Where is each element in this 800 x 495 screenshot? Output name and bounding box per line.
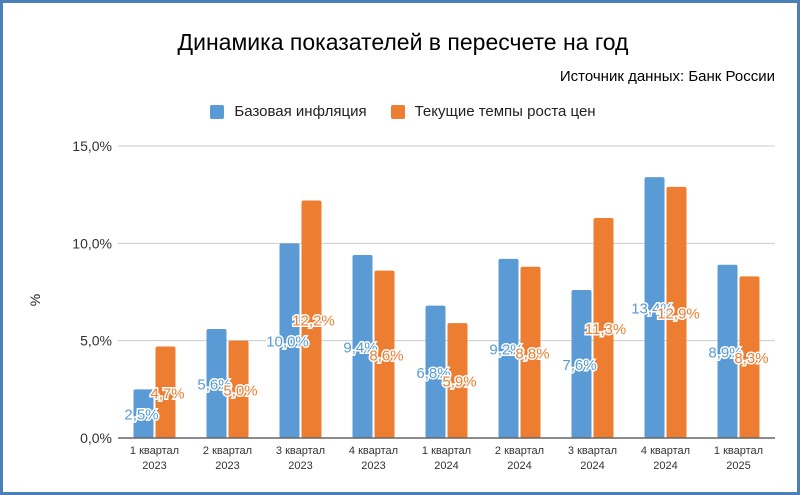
- x-tick-label: 2023: [288, 460, 312, 472]
- bar: [739, 276, 760, 438]
- data-label: 7,6%: [562, 357, 596, 374]
- data-label: 8,3%: [734, 350, 768, 367]
- data-label: 13,4%: [631, 301, 674, 318]
- y-tick-label: 0,0%: [80, 430, 112, 446]
- data-label: 9,2%: [489, 341, 523, 358]
- data-label: 12,9%: [657, 305, 700, 322]
- bar: [133, 389, 154, 438]
- bar: [352, 255, 373, 438]
- legend-swatch-0: [210, 104, 225, 119]
- bar: [571, 290, 592, 438]
- legend-item-1[interactable]: Текущие темпы роста цен: [390, 103, 596, 120]
- data-label: 8,6%: [369, 347, 403, 364]
- x-tick-label: 3 квартал: [568, 445, 617, 457]
- bar: [666, 186, 687, 438]
- bar: [155, 346, 176, 438]
- data-label: 4,7%: [150, 385, 184, 402]
- data-label: 8,8%: [515, 345, 549, 362]
- y-tick-label: 15,0%: [72, 138, 112, 154]
- bar: [279, 243, 300, 438]
- bar: [301, 200, 322, 438]
- x-tick-label: 2025: [726, 460, 750, 472]
- x-tick-label: 3 квартал: [276, 445, 325, 457]
- x-tick-label: 2024: [434, 460, 458, 472]
- legend-item-0[interactable]: Базовая инфляция: [210, 103, 367, 120]
- x-tick-label: 4 квартал: [349, 445, 398, 457]
- bar: [228, 340, 249, 438]
- data-label: 5,6%: [197, 376, 231, 393]
- bar: [593, 218, 614, 438]
- legend-swatch-1: [390, 104, 405, 119]
- y-tick-label: 5,0%: [80, 333, 112, 349]
- bar: [425, 305, 446, 438]
- x-tick-label: 2024: [507, 460, 531, 472]
- x-tick-label: 2 квартал: [203, 445, 252, 457]
- x-tick-label: 2023: [215, 460, 239, 472]
- x-tick-label: 2023: [142, 460, 166, 472]
- x-tick-label: 2023: [361, 460, 385, 472]
- data-label: 8,9%: [708, 344, 742, 361]
- legend-label-1: Текущие темпы роста цен: [414, 103, 596, 120]
- data-label: 10,0%: [266, 334, 309, 351]
- x-tick-label: 1 квартал: [130, 445, 179, 457]
- data-label: 6,8%: [416, 365, 450, 382]
- bar: [206, 328, 227, 438]
- x-tick-label: 4 квартал: [641, 445, 690, 457]
- data-label: 9,4%: [343, 340, 377, 357]
- bar: [498, 258, 519, 438]
- bar: [520, 266, 541, 438]
- data-label: 12,2%: [292, 312, 335, 329]
- chart-subtitle: Источник данных: Банк России: [559, 68, 775, 85]
- data-label: 11,3%: [585, 321, 626, 338]
- y-tick-label: 10,0%: [72, 235, 112, 251]
- plot-area: 0,0% 5,0% 10,0% 15,0%% 1 квартал 2023 2 кварта…: [27, 138, 775, 472]
- bar: [374, 270, 395, 438]
- x-tick-label: 2 квартал: [495, 445, 544, 457]
- x-tick-label: 2024: [580, 460, 604, 472]
- chart-title: Динамика показателей в пересчете на год: [177, 29, 629, 55]
- x-tick-label: 1 квартал: [714, 445, 763, 457]
- y-axis-label: %: [27, 294, 43, 306]
- bar: [447, 323, 468, 438]
- x-tick-label: 2024: [653, 460, 677, 472]
- data-label: 5,0%: [223, 382, 257, 399]
- legend-label-0: Базовая инфляция: [234, 103, 367, 120]
- data-label: 5,9%: [442, 374, 476, 391]
- legend: Базовая инфляция Текущие темпы роста цен: [3, 103, 797, 120]
- x-tick-label: 1 квартал: [422, 445, 471, 457]
- bar: [644, 177, 665, 438]
- data-label: 2,5%: [124, 407, 158, 424]
- bar: [717, 264, 738, 438]
